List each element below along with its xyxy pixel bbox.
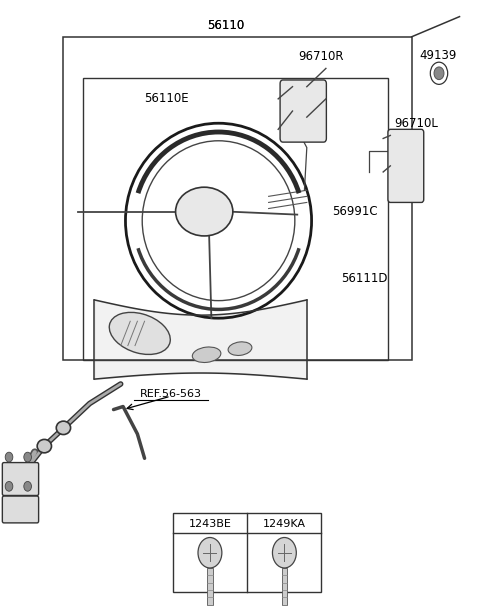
Circle shape [434, 67, 444, 80]
Bar [207, 568, 213, 605]
Text: 56110: 56110 [207, 19, 244, 32]
Circle shape [24, 482, 32, 491]
Text: 56991C: 56991C [332, 205, 377, 218]
Ellipse shape [109, 312, 170, 354]
Ellipse shape [176, 187, 233, 236]
Bar [173, 513, 321, 592]
Ellipse shape [37, 439, 51, 453]
FancyBboxPatch shape [2, 463, 38, 496]
Circle shape [198, 537, 222, 568]
Text: 96710L: 96710L [395, 117, 439, 130]
Bar [281, 568, 287, 605]
Ellipse shape [228, 342, 252, 356]
Text: 56110: 56110 [207, 19, 244, 32]
Circle shape [5, 452, 13, 462]
Text: 96710R: 96710R [299, 50, 344, 62]
Bar [83, 78, 388, 360]
Text: 49139: 49139 [420, 48, 457, 61]
FancyBboxPatch shape [280, 80, 326, 142]
Text: 56111D: 56111D [341, 272, 387, 285]
Circle shape [24, 452, 32, 462]
Text: REF.56-563: REF.56-563 [140, 389, 202, 400]
Text: 1249KA: 1249KA [263, 519, 306, 529]
Circle shape [273, 537, 296, 568]
Ellipse shape [56, 421, 71, 435]
Text: 1243BE: 1243BE [189, 519, 231, 529]
Circle shape [5, 482, 13, 491]
Text: 56110E: 56110E [144, 92, 188, 105]
Ellipse shape [192, 347, 221, 362]
FancyBboxPatch shape [2, 496, 38, 523]
FancyBboxPatch shape [388, 129, 424, 203]
